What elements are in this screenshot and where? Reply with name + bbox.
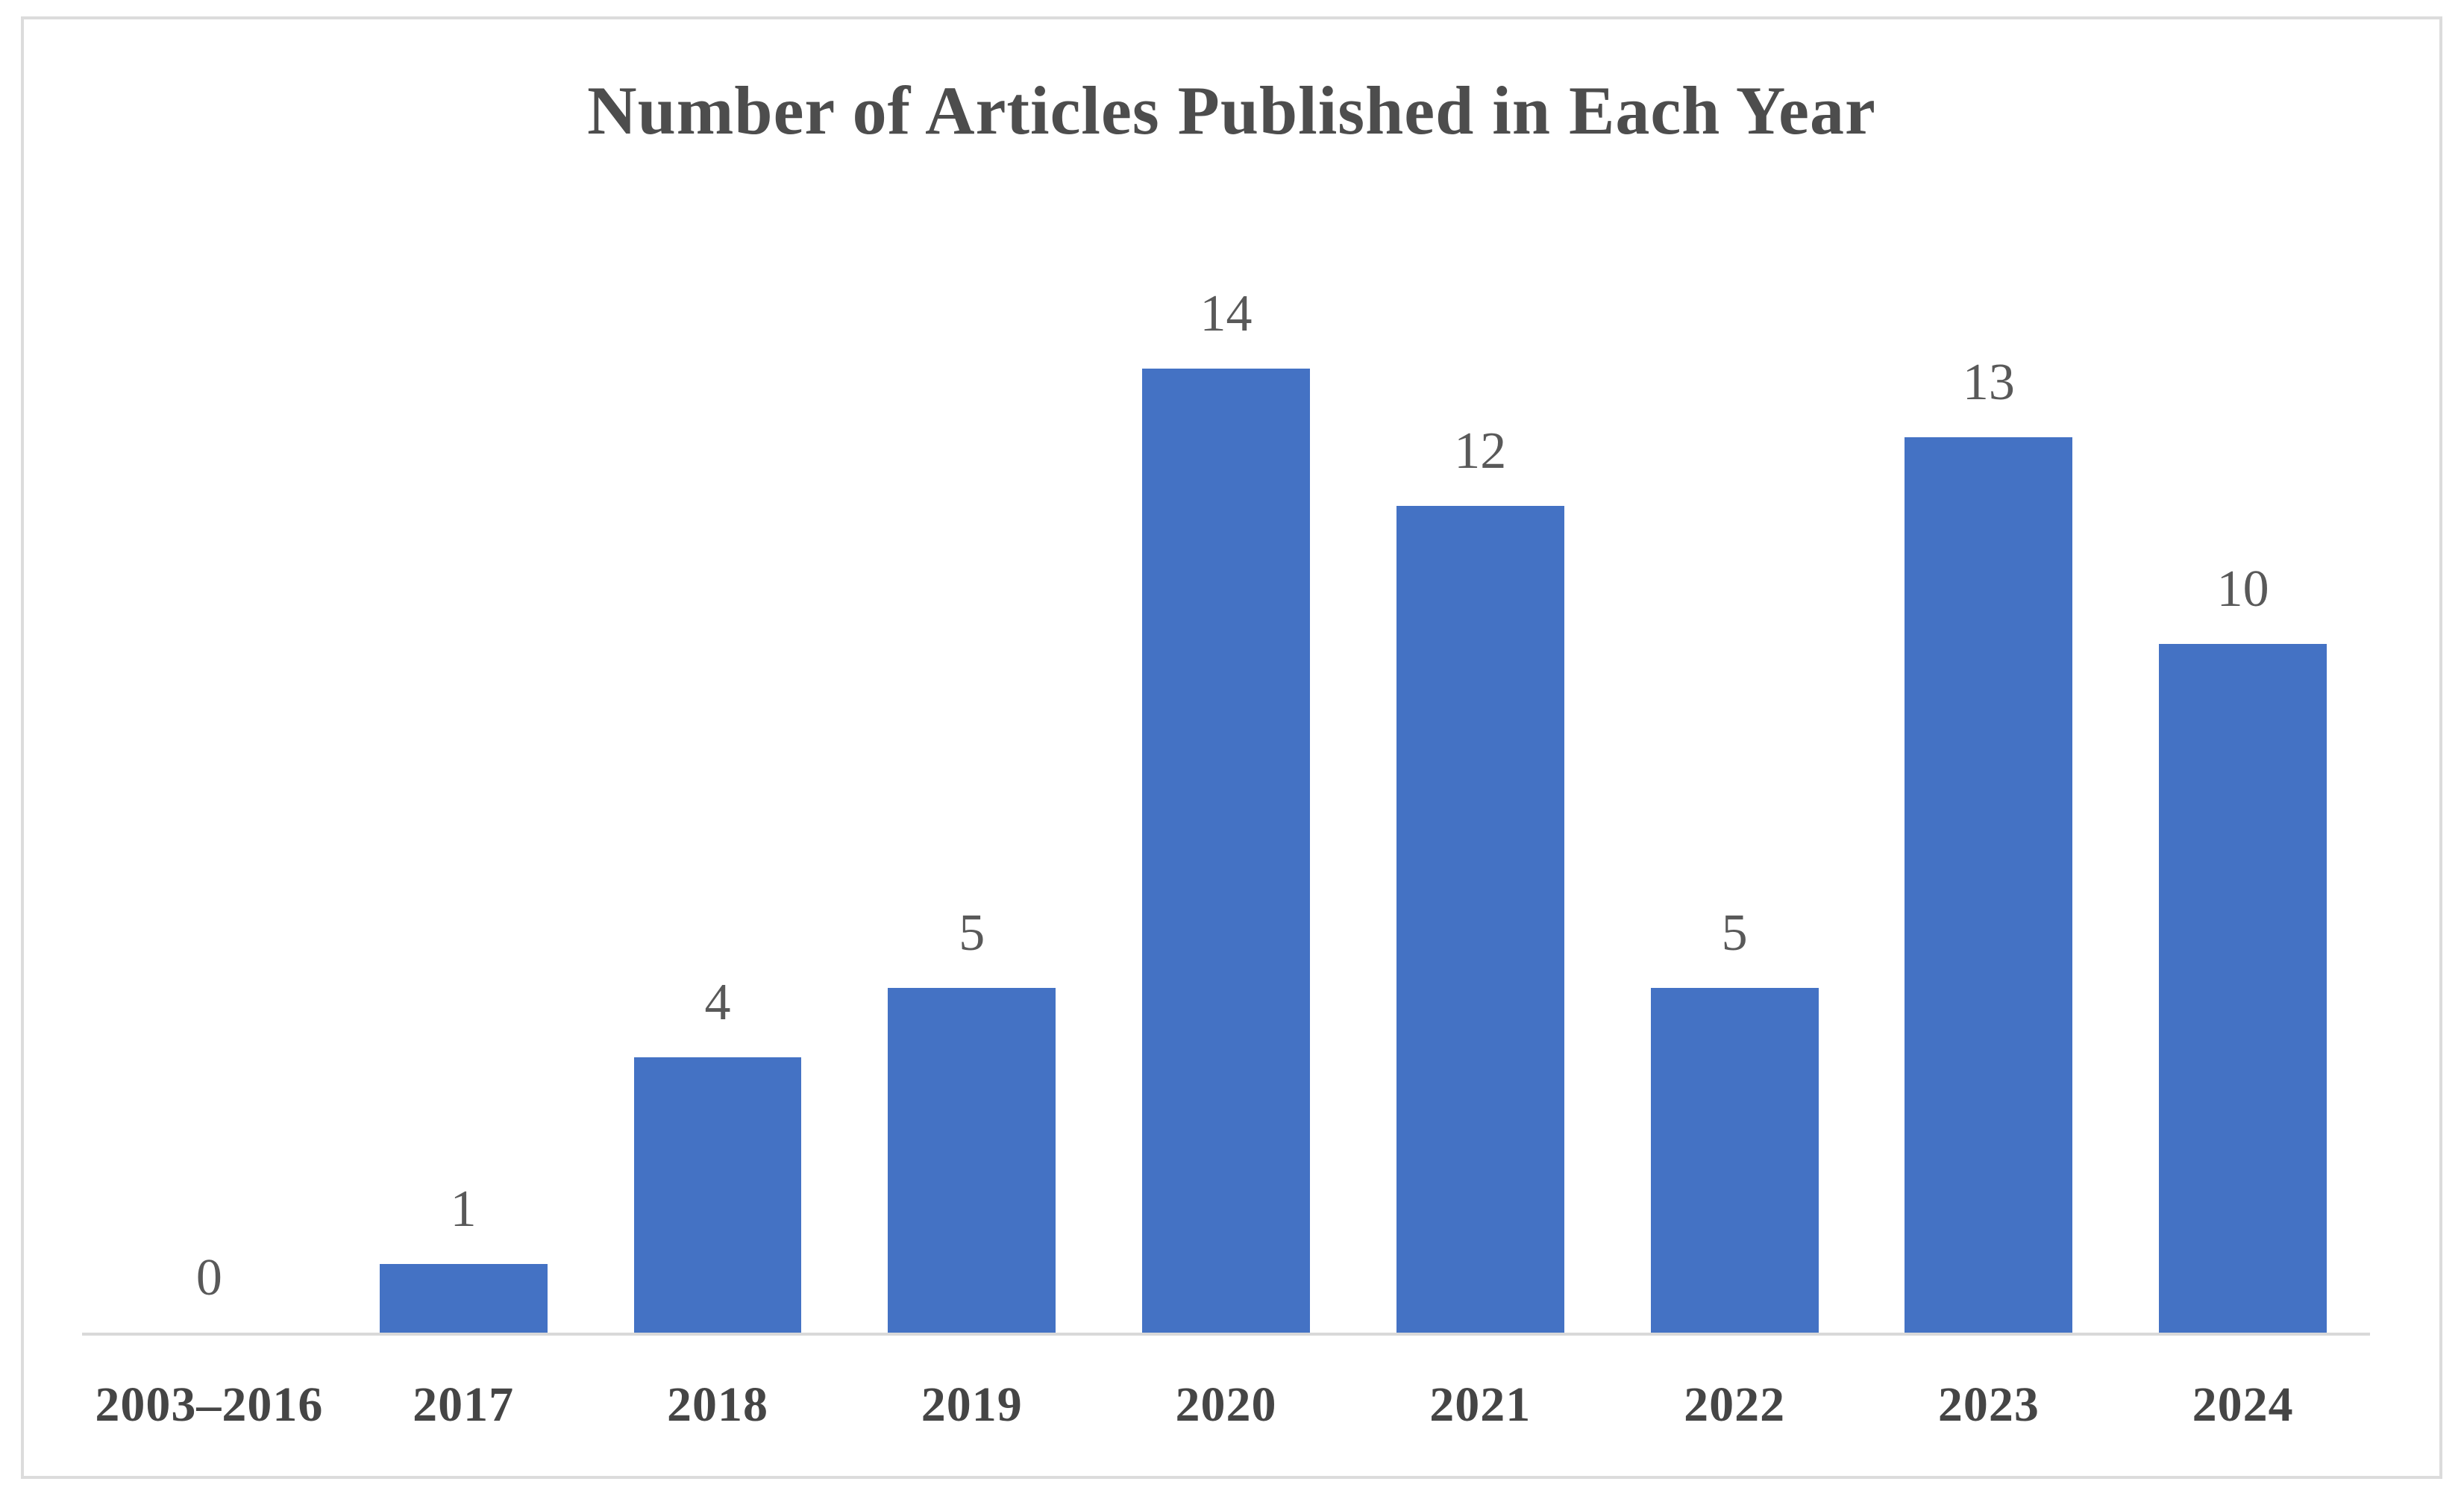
bar-value-label: 12 bbox=[1454, 422, 1507, 480]
x-axis-line bbox=[82, 1333, 2370, 1336]
bar-slot: 5 bbox=[1608, 19, 1862, 1333]
bar-slot: 5 bbox=[844, 19, 1099, 1333]
bar-value-label: 0 bbox=[195, 1249, 222, 1307]
bar bbox=[379, 1264, 548, 1333]
bar-value-label: 4 bbox=[704, 974, 731, 1031]
bar bbox=[1142, 369, 1310, 1333]
bar bbox=[633, 1057, 802, 1333]
x-tick-label: 2020 bbox=[1175, 1377, 1277, 1432]
x-tick-label: 2003–2016 bbox=[95, 1377, 324, 1432]
bar bbox=[1396, 506, 1564, 1333]
bar-slot: 12 bbox=[1353, 19, 1608, 1333]
bars-row: 0 1 4 5 14 12 5 13 10 bbox=[82, 19, 2370, 1333]
bar-value-label: 5 bbox=[1721, 904, 1748, 962]
chart-title: Number of Articles Published in Each Yea… bbox=[587, 72, 1876, 148]
x-tick-label: 2021 bbox=[1429, 1377, 1532, 1432]
x-tick-label: 2019 bbox=[921, 1377, 1023, 1432]
x-tick-label: 2023 bbox=[1937, 1377, 2040, 1432]
bar-slot: 13 bbox=[1861, 19, 2116, 1333]
bar-value-label: 13 bbox=[1962, 354, 2015, 411]
x-tick-label: 2022 bbox=[1684, 1377, 1786, 1432]
bar-value-label: 5 bbox=[959, 904, 985, 962]
bar-slot: 14 bbox=[1099, 19, 1353, 1333]
bar-slot: 4 bbox=[591, 19, 845, 1333]
plot-area: 0 1 4 5 14 12 5 13 10 2003–2016 2017 2018 2019 2020 2… bbox=[82, 19, 2370, 1476]
bar bbox=[1905, 437, 2073, 1333]
x-tick-label: 2017 bbox=[413, 1377, 515, 1432]
bar-slot: 1 bbox=[336, 19, 591, 1333]
bar-value-label: 14 bbox=[1200, 285, 1253, 342]
bar-slot: 0 bbox=[82, 19, 336, 1333]
bar bbox=[1650, 988, 1819, 1333]
bar-value-label: 1 bbox=[450, 1180, 477, 1238]
chart-frame: Number of Articles Published in Each Yea… bbox=[21, 16, 2442, 1479]
bar bbox=[2159, 644, 2327, 1333]
x-axis-tick-labels: 2003–2016 2017 2018 2019 2020 2021 2022 2023 202… bbox=[82, 1336, 2370, 1474]
bar bbox=[888, 988, 1056, 1333]
bar-value-label: 10 bbox=[2216, 560, 2269, 618]
x-tick-label: 2024 bbox=[2192, 1377, 2294, 1432]
bar-slot: 10 bbox=[2116, 19, 2370, 1333]
x-tick-label: 2018 bbox=[666, 1377, 768, 1432]
